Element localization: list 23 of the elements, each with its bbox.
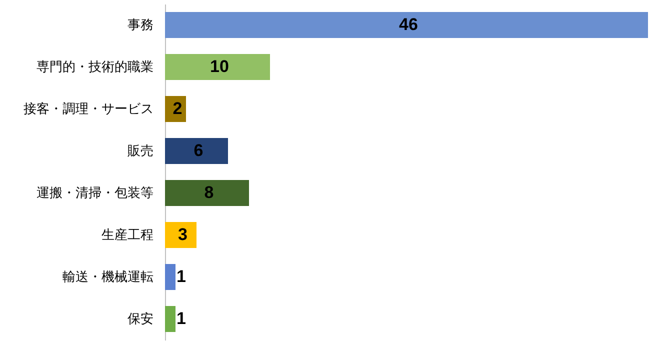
data-label: 2 [172, 99, 182, 118]
y-tick-label: 保安 [128, 311, 154, 327]
bar [165, 180, 249, 206]
y-tick-label: 生産工程 [102, 227, 154, 243]
bar [165, 12, 648, 38]
bar [165, 138, 228, 164]
data-label: 8 [204, 183, 214, 202]
y-tick-label: 販売 [128, 144, 154, 159]
y-tick-label: 専門的・技術的職業 [36, 60, 154, 75]
bar [165, 54, 270, 80]
data-label: 1 [176, 267, 186, 286]
y-tick-label: 運搬・清掃・包装等 [36, 186, 154, 201]
data-label: 3 [178, 225, 188, 244]
bar [165, 264, 176, 290]
bar [165, 222, 196, 248]
y-tick-label: 接客・調理・サービス [24, 101, 154, 117]
data-label: 10 [210, 57, 229, 76]
data-label: 46 [399, 15, 418, 34]
data-label: 1 [176, 309, 186, 328]
data-label: 6 [194, 141, 204, 160]
bar [165, 306, 176, 332]
y-tick-label: 事務 [128, 18, 154, 33]
y-tick-label: 輸送・機械運転 [62, 270, 154, 285]
